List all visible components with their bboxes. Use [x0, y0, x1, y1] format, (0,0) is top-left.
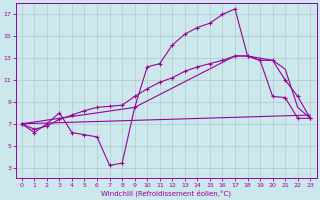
X-axis label: Windchill (Refroidissement éolien,°C): Windchill (Refroidissement éolien,°C)	[101, 189, 231, 197]
